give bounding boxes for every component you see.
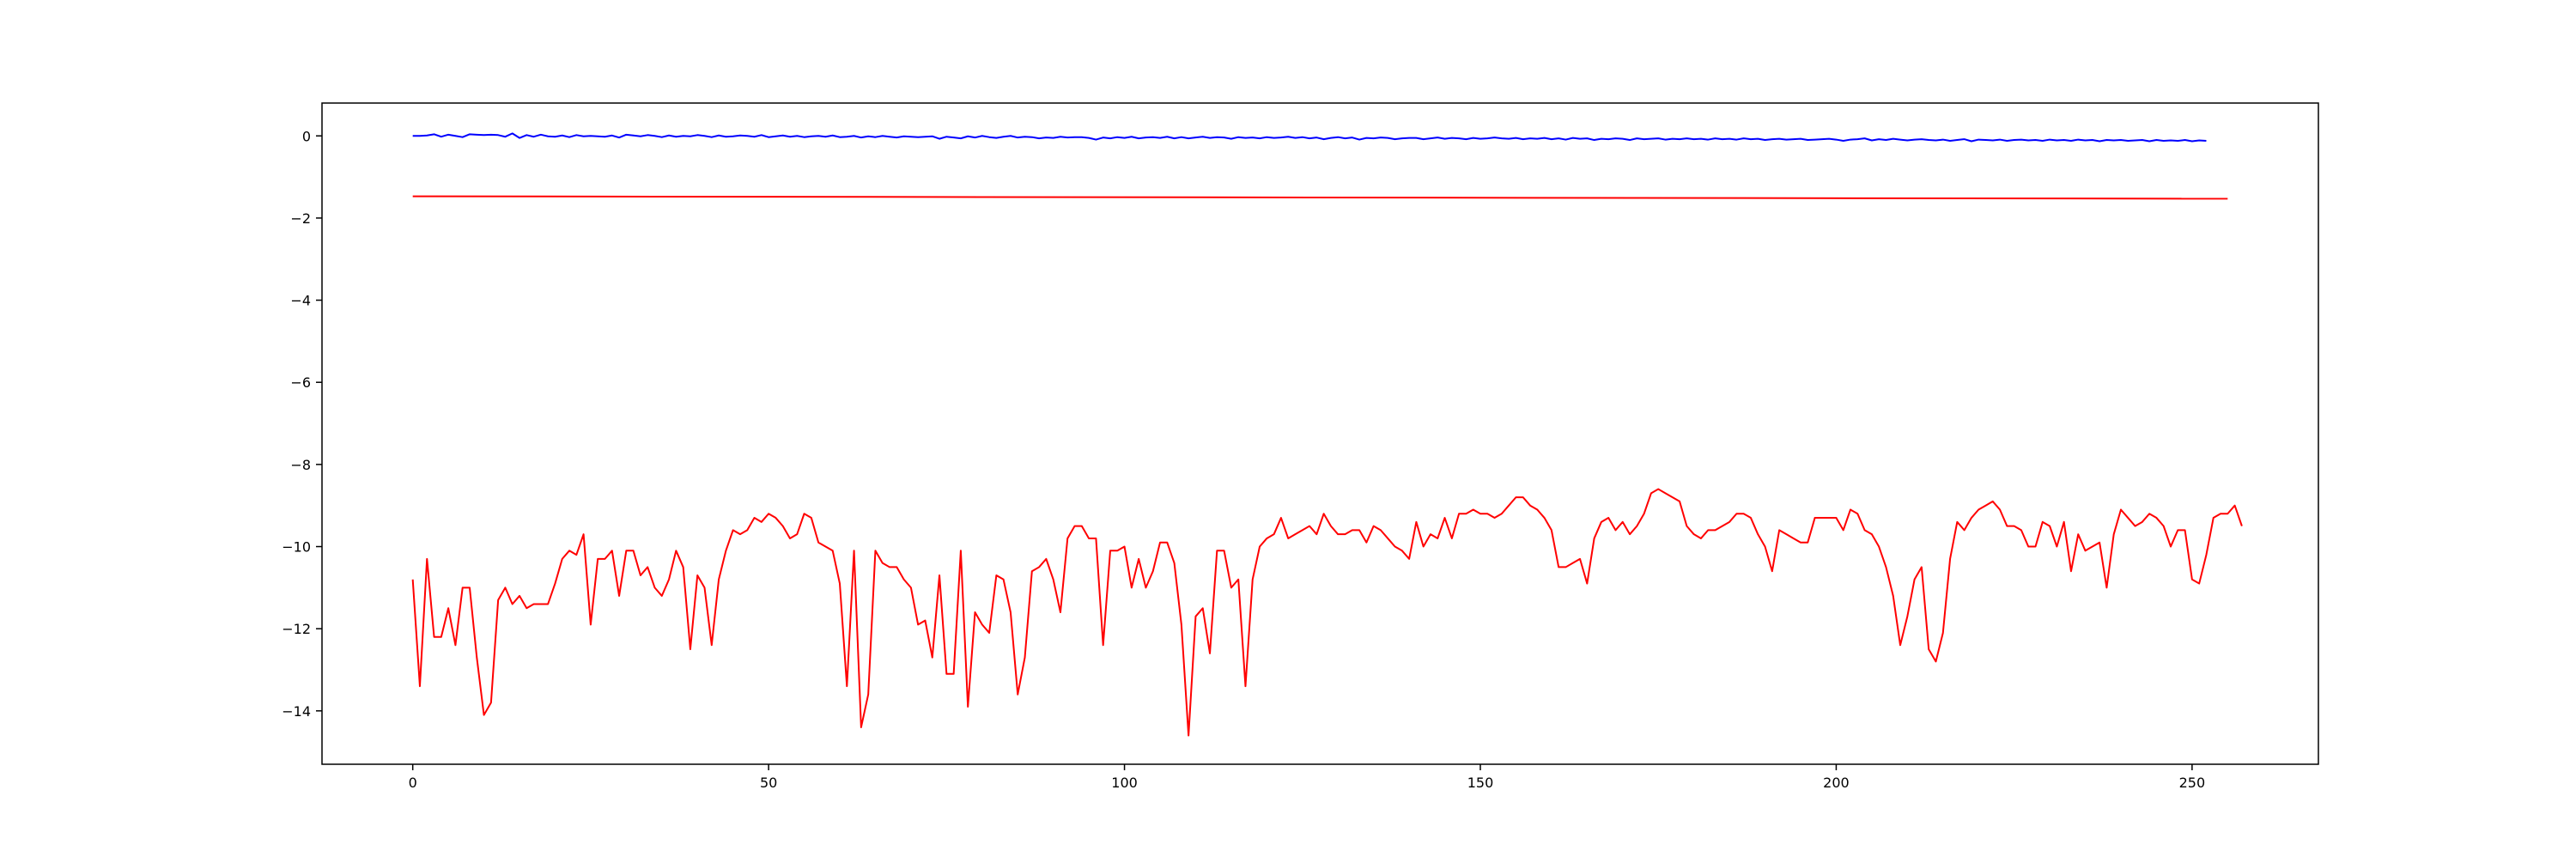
series-layer (411, 132, 2243, 737)
series-line-1 (412, 132, 2207, 143)
series-line-3 (411, 488, 2243, 737)
y-tick-label: −6 (290, 374, 311, 391)
tick-layer: 0 50 100 150 200 250 0 −2 −4 −6 −8 −10 −12 −14 (282, 128, 2205, 791)
axes-frame (321, 102, 2319, 765)
x-tick-label: 100 (1111, 775, 1138, 791)
y-tick-label: −4 (290, 293, 311, 309)
x-tick-label: 250 (2179, 775, 2206, 791)
x-tick-label: 0 (409, 775, 417, 791)
y-tick-label: 0 (302, 128, 311, 144)
y-tick-label: −14 (282, 703, 311, 720)
x-tick-label: 50 (760, 775, 777, 791)
x-tick-label: 200 (1823, 775, 1850, 791)
series-line-2 (412, 195, 2228, 200)
y-tick-label: −12 (282, 621, 311, 637)
y-tick-label: −2 (290, 210, 311, 227)
y-tick-label: −10 (282, 539, 311, 556)
y-tick-label: −8 (290, 457, 311, 473)
x-tick-label: 150 (1467, 775, 1494, 791)
